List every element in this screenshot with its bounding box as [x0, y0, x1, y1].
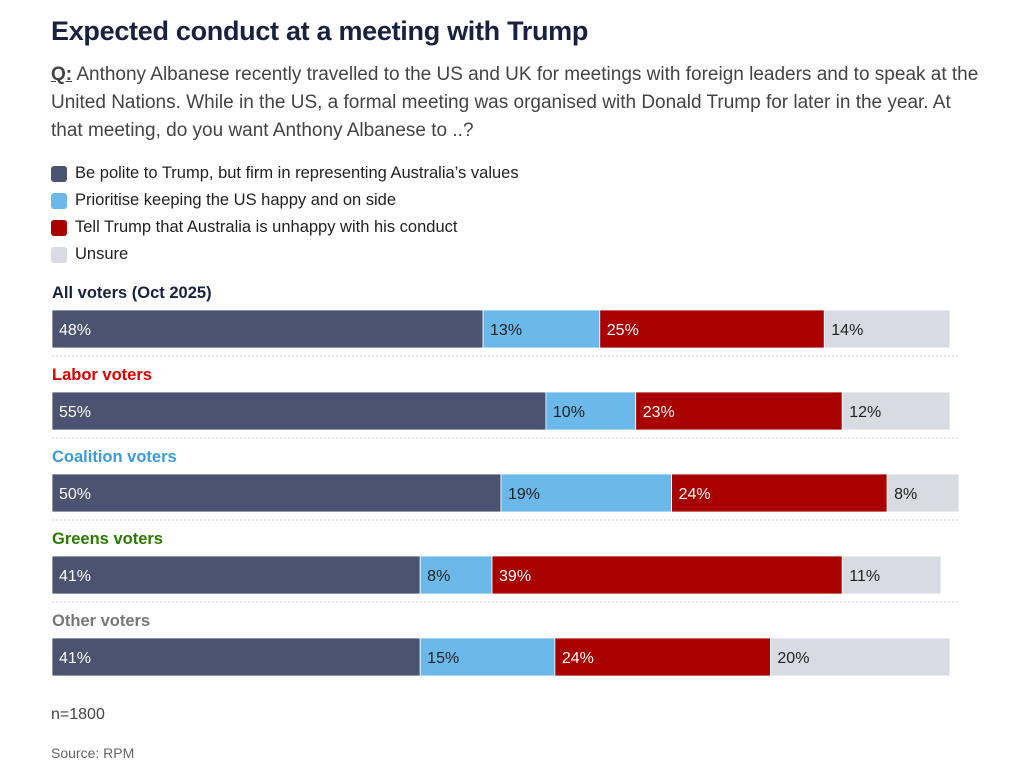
legend-item-prioritise: Prioritise keeping the US happy and on s… — [51, 187, 519, 214]
bar-value-label-all-voters-polite: 48% — [59, 322, 91, 339]
bar-value-label-coalition-voters-prioritise: 19% — [508, 486, 540, 503]
legend-swatch-unsure — [51, 246, 67, 263]
bar-greens-voters-polite — [51, 555, 421, 595]
category-label-coalition-voters: Coalition voters — [52, 448, 177, 466]
bar-value-label-coalition-voters-tell: 24% — [679, 486, 711, 503]
bar-coalition-voters-unsure — [886, 473, 960, 513]
question-label: Q: — [51, 64, 73, 85]
legend-swatch-polite — [51, 165, 67, 182]
category-label-all-voters: All voters (Oct 2025) — [52, 284, 212, 302]
legend-label-polite: Be polite to Trump, but firm in represen… — [75, 164, 519, 182]
bar-value-label-other-voters-tell: 24% — [562, 650, 594, 667]
category-label-labor-voters: Labor voters — [52, 366, 152, 384]
bar-other-voters-unsure — [770, 637, 951, 677]
bar-value-label-greens-voters-unsure: 11% — [849, 568, 880, 585]
legend-item-tell: Tell Trump that Australia is unhappy wit… — [51, 214, 519, 241]
chart-legend: Be polite to Trump, but firm in represen… — [51, 160, 519, 268]
bar-all-voters-tell — [599, 309, 825, 349]
stacked-bar-chart: All voters (Oct 2025) 48% 13% 25% 14% Labor v… — [51, 284, 960, 677]
bar-coalition-voters-polite — [51, 473, 502, 513]
bar-value-label-other-voters-polite: 41% — [59, 650, 91, 667]
legend-item-unsure: Unsure — [51, 241, 519, 268]
question-text: Anthony Albanese recently travelled to t… — [51, 64, 979, 141]
bar-value-label-labor-voters-unsure: 12% — [849, 404, 881, 421]
bar-all-voters-prioritise — [482, 309, 601, 349]
bar-value-label-all-voters-prioritise: 13% — [490, 322, 522, 339]
bar-value-label-other-voters-prioritise: 15% — [427, 650, 459, 667]
bar-greens-voters-unsure — [841, 555, 942, 595]
category-label-other-voters: Other voters — [52, 612, 150, 630]
bar-value-label-greens-voters-polite: 41% — [59, 568, 91, 585]
bar-value-label-other-voters-unsure: 20% — [777, 650, 809, 667]
category-label-greens-voters: Greens voters — [52, 530, 163, 548]
bar-labor-voters-unsure — [841, 391, 951, 431]
bar-coalition-voters-prioritise — [500, 473, 673, 513]
sample-size-note: n=1800 — [51, 706, 105, 723]
bar-value-label-coalition-voters-unsure: 8% — [894, 486, 917, 503]
bar-other-voters-tell — [554, 637, 771, 677]
bar-value-label-labor-voters-tell: 23% — [643, 404, 675, 421]
legend-item-polite: Be polite to Trump, but firm in represen… — [51, 160, 519, 187]
bar-value-label-coalition-voters-polite: 50% — [59, 486, 91, 503]
bar-other-voters-polite — [51, 637, 421, 677]
bar-value-label-labor-voters-prioritise: 10% — [553, 404, 585, 421]
bar-value-label-all-voters-tell: 25% — [607, 322, 639, 339]
legend-label-tell: Tell Trump that Australia is unhappy wit… — [75, 218, 458, 236]
source-note: Source: RPM — [51, 745, 135, 761]
bar-labor-voters-prioritise — [545, 391, 637, 431]
bar-all-voters-unsure — [823, 309, 951, 349]
legend-label-prioritise: Prioritise keeping the US happy and on s… — [75, 191, 397, 209]
bar-value-label-labor-voters-polite: 55% — [59, 404, 91, 421]
bar-greens-voters-prioritise — [419, 555, 493, 595]
survey-question: Q: Anthony Albanese recently travelled t… — [51, 61, 981, 145]
bar-labor-voters-polite — [51, 391, 547, 431]
bar-greens-voters-tell — [491, 555, 843, 595]
bar-value-label-all-voters-unsure: 14% — [831, 322, 863, 339]
bar-value-label-greens-voters-tell: 39% — [499, 568, 531, 585]
bar-labor-voters-tell — [635, 391, 843, 431]
legend-swatch-prioritise — [51, 192, 67, 209]
bar-all-voters-polite — [51, 309, 484, 349]
bar-value-label-greens-voters-prioritise: 8% — [427, 568, 450, 585]
bar-coalition-voters-tell — [671, 473, 888, 513]
legend-swatch-tell — [51, 219, 67, 236]
legend-label-unsure: Unsure — [75, 245, 129, 263]
chart-title: Expected conduct at a meeting with Trump — [51, 16, 589, 46]
bar-other-voters-prioritise — [419, 637, 556, 677]
